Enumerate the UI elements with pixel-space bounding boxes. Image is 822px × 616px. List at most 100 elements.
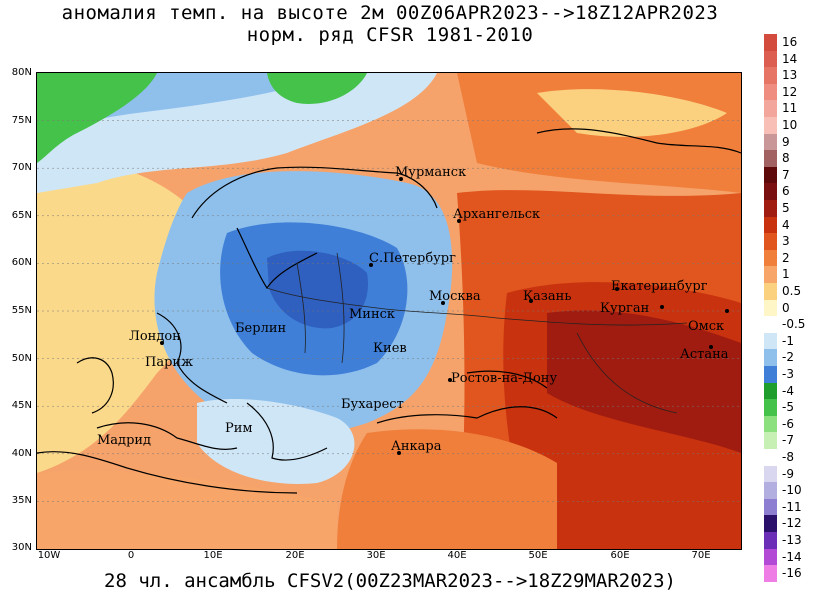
temperature-anomaly-field xyxy=(37,73,741,549)
legend-label: 13 xyxy=(782,68,798,83)
city-label-arkhangelsk: Архангельск xyxy=(453,207,541,222)
field-middle-east xyxy=(337,429,557,549)
legend-swatch xyxy=(764,100,777,117)
lat-label: 65N xyxy=(11,210,32,221)
legend-label: -4 xyxy=(782,383,794,398)
color-legend: 16 14 13 12 11 10 9 8 7 6 5 4 3 2 1 0.5 0 -0.5 -1 -2 -3 -4 -5-… xyxy=(760,34,820,588)
legend-swatch xyxy=(764,349,777,366)
lat-label: 55N xyxy=(11,305,32,316)
legend-swatch xyxy=(764,216,777,234)
city-label-minsk: Минск xyxy=(349,307,396,322)
legend-swatch xyxy=(764,183,777,200)
legend-swatch xyxy=(764,233,777,250)
lat-label: 80N xyxy=(11,67,32,78)
field-greenland-green xyxy=(37,73,157,163)
legend-swatch xyxy=(764,67,777,84)
lon-label: 10W xyxy=(37,550,61,561)
legend-swatch xyxy=(764,482,777,499)
legend-label: -13 xyxy=(782,533,802,547)
legend-swatch xyxy=(764,150,777,167)
map-subtitle: норм. ряд CFSR 1981-2010 xyxy=(246,24,534,46)
legend-label: 5 xyxy=(782,201,790,215)
lon-label: 10E xyxy=(203,550,223,561)
city-dot-ankara xyxy=(397,451,401,455)
legend-swatch xyxy=(764,117,777,134)
city-dot-astana xyxy=(709,345,713,349)
lon-label: 60E xyxy=(610,550,630,561)
legend-swatch xyxy=(764,83,777,101)
city-label-moscow: Москва xyxy=(429,289,481,304)
legend-label: -9 xyxy=(782,466,794,481)
city-label-kyiv: Киев xyxy=(373,341,407,356)
legend-swatch xyxy=(764,166,777,184)
map-title: аномалия темп. на высоте 2м 00Z06APR2023… xyxy=(61,2,719,24)
lat-label: 75N xyxy=(11,115,32,126)
city-dot-london xyxy=(160,341,164,345)
city-label-berlin: Берлин xyxy=(235,321,287,336)
city-label-kurgan: Курган xyxy=(600,301,650,316)
legend-label: -11 xyxy=(782,499,802,514)
legend-label: 10 xyxy=(782,118,798,132)
legend-swatch xyxy=(764,200,777,217)
lat-label: 30N xyxy=(11,542,32,553)
coastlines xyxy=(37,128,741,494)
legend-swatch xyxy=(764,515,777,532)
city-label-omsk: Омск xyxy=(688,319,725,334)
city-label-yekaterinburg: Екатеринбург xyxy=(611,279,708,294)
legend-label: -7 xyxy=(782,433,794,448)
city-dot-murmansk xyxy=(399,177,403,181)
legend-swatch xyxy=(764,399,777,416)
legend-swatch xyxy=(764,249,777,267)
legend-swatch xyxy=(764,266,777,283)
legend-label: -8 xyxy=(782,450,794,464)
city-label-kazan: Казань xyxy=(523,289,572,304)
legend-label: -14 xyxy=(782,549,802,564)
city-dot-rostov xyxy=(448,378,452,382)
legend-label: 7 xyxy=(782,167,790,182)
city-dot-kurgan xyxy=(660,305,664,309)
ensemble-caption: 28 чл. ансамбль CFSV2(00Z23MAR2023-->18Z… xyxy=(104,570,676,592)
legend-swatch xyxy=(764,432,777,449)
lat-label: 45N xyxy=(11,400,32,411)
lat-label: 40N xyxy=(11,448,32,459)
lon-label: 50E xyxy=(528,550,548,561)
map-area: Мурманск Архангельск С.Петербург Москва … xyxy=(36,72,742,550)
legend-label: 2 xyxy=(782,250,790,265)
legend-swatch xyxy=(764,283,777,300)
lon-label: 30E xyxy=(366,550,386,561)
field-europe-core xyxy=(267,250,368,329)
field-svalbard-green xyxy=(267,73,367,104)
legend-swatch xyxy=(764,50,777,68)
legend-label: 0.5 xyxy=(782,284,802,298)
legend-swatch xyxy=(764,34,777,51)
field-north-africa xyxy=(37,470,337,549)
lat-label: 50N xyxy=(11,353,32,364)
legend-swatch xyxy=(764,465,777,483)
lat-label: 35N xyxy=(11,495,32,506)
city-label-bucharest: Бухарест xyxy=(341,397,404,412)
borders xyxy=(266,252,688,414)
legend-swatch xyxy=(764,449,777,466)
lon-label: 70E xyxy=(691,550,711,561)
city-label-ankara: Анкара xyxy=(391,439,442,454)
legend-swatch xyxy=(764,565,777,582)
lat-label: 60N xyxy=(11,257,32,268)
city-label-st-petersburg: С.Петербург xyxy=(369,251,456,266)
field-kazakh-core xyxy=(547,310,741,453)
legend-label: -10 xyxy=(782,483,802,498)
legend-swatch xyxy=(764,548,777,566)
legend-label: 4 xyxy=(782,217,790,232)
field-balkans xyxy=(197,398,355,484)
legend-label: 12 xyxy=(782,84,798,99)
legend-swatch xyxy=(764,382,777,400)
legend-label: -0.5 xyxy=(782,317,806,332)
legend-label: -1 xyxy=(782,333,794,348)
legend-label: 9 xyxy=(782,134,790,149)
city-label-london: Лондон xyxy=(129,329,181,344)
lon-label: 40E xyxy=(447,550,467,561)
legend-label: 16 xyxy=(782,35,798,49)
legend-label: 11 xyxy=(782,101,798,116)
legend-swatch xyxy=(764,498,777,516)
legend-swatch xyxy=(764,316,777,333)
legend-label: 0 xyxy=(782,300,790,315)
